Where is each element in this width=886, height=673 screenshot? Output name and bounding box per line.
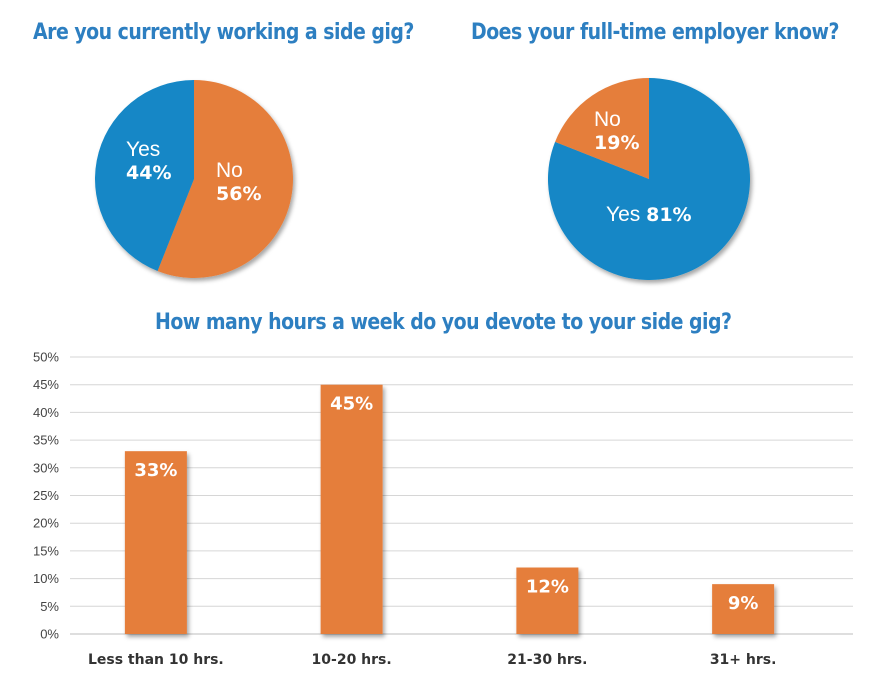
x-category-label: Less than 10 hrs.: [88, 652, 224, 668]
pie2-label-yes: Yes 81%: [606, 203, 692, 226]
y-tick-label: 5%: [40, 599, 59, 614]
bar-chart-title: How many hours a week do you devote to y…: [155, 310, 732, 335]
y-tick-label: 35%: [33, 433, 59, 448]
bar-value-label: 9%: [728, 593, 759, 614]
pie2-label-no: No: [594, 108, 621, 131]
y-tick-label: 15%: [33, 543, 59, 558]
bar-3: [516, 567, 579, 634]
pie1-label-yes: Yes: [126, 138, 160, 161]
bar-value-label: 33%: [134, 460, 177, 481]
pie2-slice-no: [555, 78, 649, 179]
pie1-value-yes: 44%: [126, 162, 171, 184]
bar-value-label: 45%: [330, 394, 373, 415]
y-tick-label: 0%: [40, 627, 59, 642]
pie1-slice-yes: [94, 79, 194, 272]
pie1-title: Are you currently working a side gig?: [33, 20, 414, 45]
pie2-value-no: 19%: [594, 132, 639, 154]
pie1-label-no: No: [216, 159, 243, 182]
y-tick-label: 25%: [33, 488, 59, 503]
x-category-label: 10-20 hrs.: [312, 652, 392, 668]
pie1-slice-no: [157, 80, 293, 278]
pie2: [548, 78, 750, 280]
pie1-value-no: 56%: [216, 183, 261, 205]
x-category-label: 31+ hrs.: [710, 652, 777, 668]
x-category-label: 21-30 hrs.: [507, 652, 587, 668]
bar-2: [320, 384, 383, 634]
y-tick-label: 40%: [33, 405, 59, 420]
y-tick-label: 30%: [33, 460, 59, 475]
bar-1: [124, 451, 187, 634]
pie2-title: Does your full-time employer know?: [471, 20, 839, 45]
y-tick-label: 50%: [33, 350, 59, 365]
bar-value-label: 12%: [526, 577, 569, 598]
y-tick-label: 20%: [33, 516, 59, 531]
y-tick-label: 45%: [33, 377, 59, 392]
bar-4: [712, 584, 775, 634]
y-tick-label: 10%: [33, 571, 59, 586]
pie1: [94, 79, 293, 278]
